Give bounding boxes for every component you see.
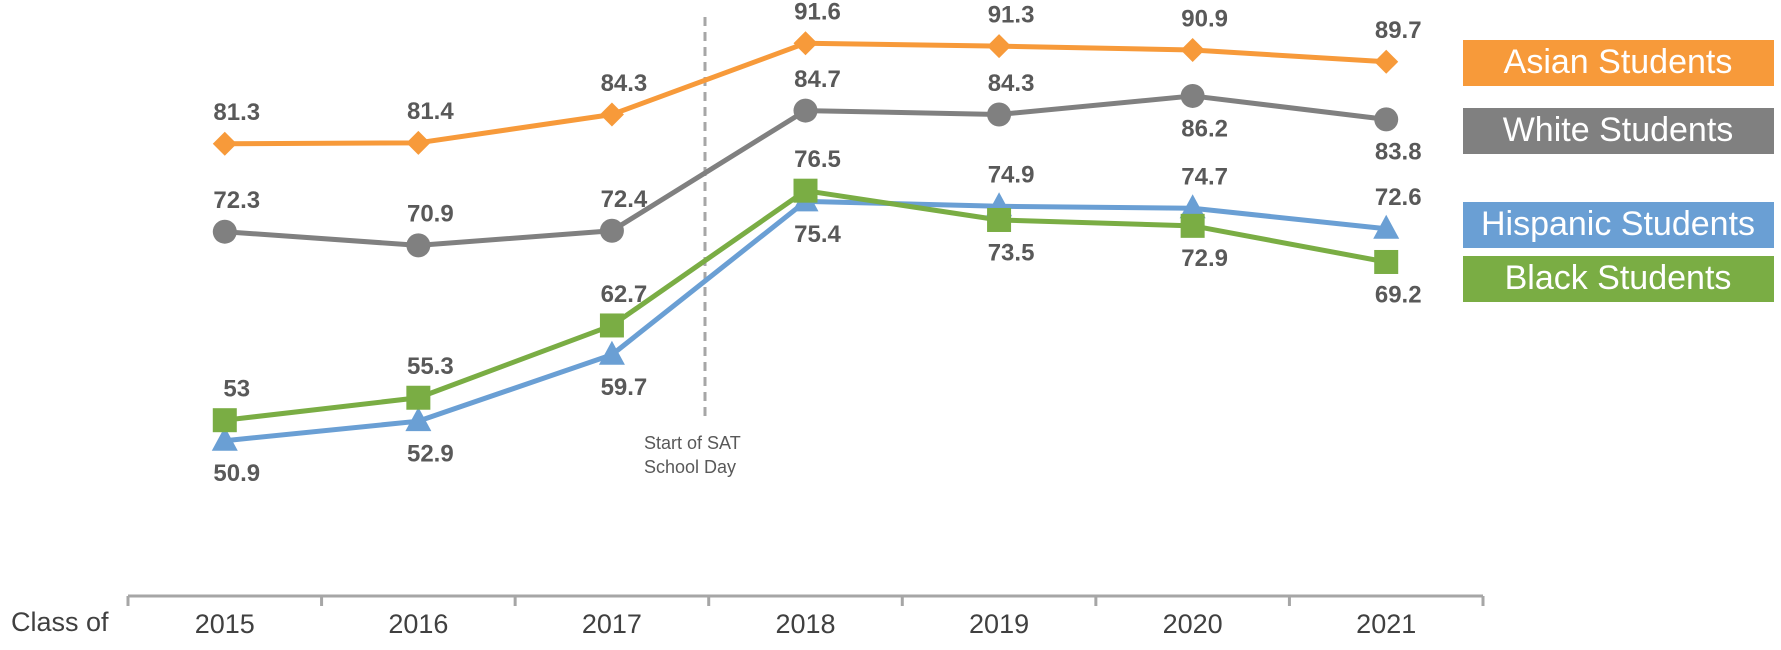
x-axis-label: Class of (11, 607, 109, 637)
data-label: 59.7 (601, 374, 648, 401)
data-label: 84.3 (988, 70, 1035, 97)
data-label: 74.9 (988, 162, 1035, 189)
marker (987, 207, 1012, 232)
marker (599, 102, 624, 127)
data-label: 86.2 (1181, 115, 1228, 142)
data-label: 90.9 (1181, 5, 1228, 32)
marker (793, 178, 818, 203)
marker (987, 102, 1012, 127)
data-label: 81.3 (213, 99, 260, 126)
marker (212, 219, 237, 244)
data-label: 84.3 (601, 70, 648, 97)
data-label: 72.9 (1181, 245, 1228, 272)
data-label: 83.8 (1375, 139, 1422, 166)
legend-swatch (1463, 202, 1774, 248)
legend-swatch (1463, 108, 1774, 154)
marker (793, 31, 818, 56)
marker (599, 218, 624, 243)
legend-label: Asian Students (1504, 43, 1733, 81)
marker (406, 130, 431, 155)
legend-swatch (1463, 40, 1774, 86)
marker (1374, 107, 1399, 132)
data-label: 76.5 (794, 146, 841, 173)
x-tick-label: 2015 (195, 609, 255, 639)
marker (211, 426, 238, 451)
data-label: 72.4 (601, 186, 648, 213)
marker (987, 34, 1012, 59)
marker (793, 98, 818, 123)
data-label: 75.4 (794, 221, 841, 248)
marker (599, 313, 624, 338)
data-label: 89.7 (1375, 17, 1422, 44)
data-label: 52.9 (407, 441, 454, 468)
annotation: School Day (644, 457, 736, 477)
data-label: 74.7 (1181, 164, 1228, 191)
marker (1179, 194, 1206, 219)
marker (1180, 38, 1205, 63)
legend-swatch (1463, 256, 1774, 302)
data-label: 73.5 (988, 239, 1035, 266)
marker (212, 131, 237, 156)
data-label: 84.7 (794, 66, 841, 93)
x-tick-label: 2019 (969, 609, 1029, 639)
marker (1374, 49, 1399, 74)
data-label: 69.2 (1375, 281, 1422, 308)
marker (406, 233, 431, 258)
data-label: 91.6 (794, 0, 841, 26)
marker (1180, 213, 1205, 238)
data-label: 72.3 (213, 187, 260, 214)
annotation: Start of SAT (644, 433, 741, 453)
legend-label: White Students (1503, 111, 1734, 149)
data-label: 50.9 (213, 460, 260, 487)
data-label: 53 (223, 376, 250, 403)
data-label: 62.7 (601, 281, 648, 308)
x-tick-label: 2020 (1163, 609, 1223, 639)
x-tick-label: 2017 (582, 609, 642, 639)
marker (406, 385, 431, 410)
legend-label: Hispanic Students (1481, 205, 1755, 243)
x-tick-label: 2016 (388, 609, 448, 639)
marker (1373, 214, 1400, 239)
x-tick-label: 2021 (1356, 609, 1416, 639)
data-label: 70.9 (407, 201, 454, 228)
x-tick-label: 2018 (775, 609, 835, 639)
data-label: 72.6 (1375, 184, 1422, 211)
marker (212, 408, 237, 433)
marker (1180, 83, 1205, 108)
legend-label: Black Students (1505, 259, 1732, 297)
data-label: 81.4 (407, 98, 454, 125)
data-label: 55.3 (407, 353, 454, 380)
marker (1374, 249, 1399, 274)
marker (598, 340, 625, 365)
marker (405, 407, 432, 432)
data-label: 91.3 (988, 1, 1035, 28)
